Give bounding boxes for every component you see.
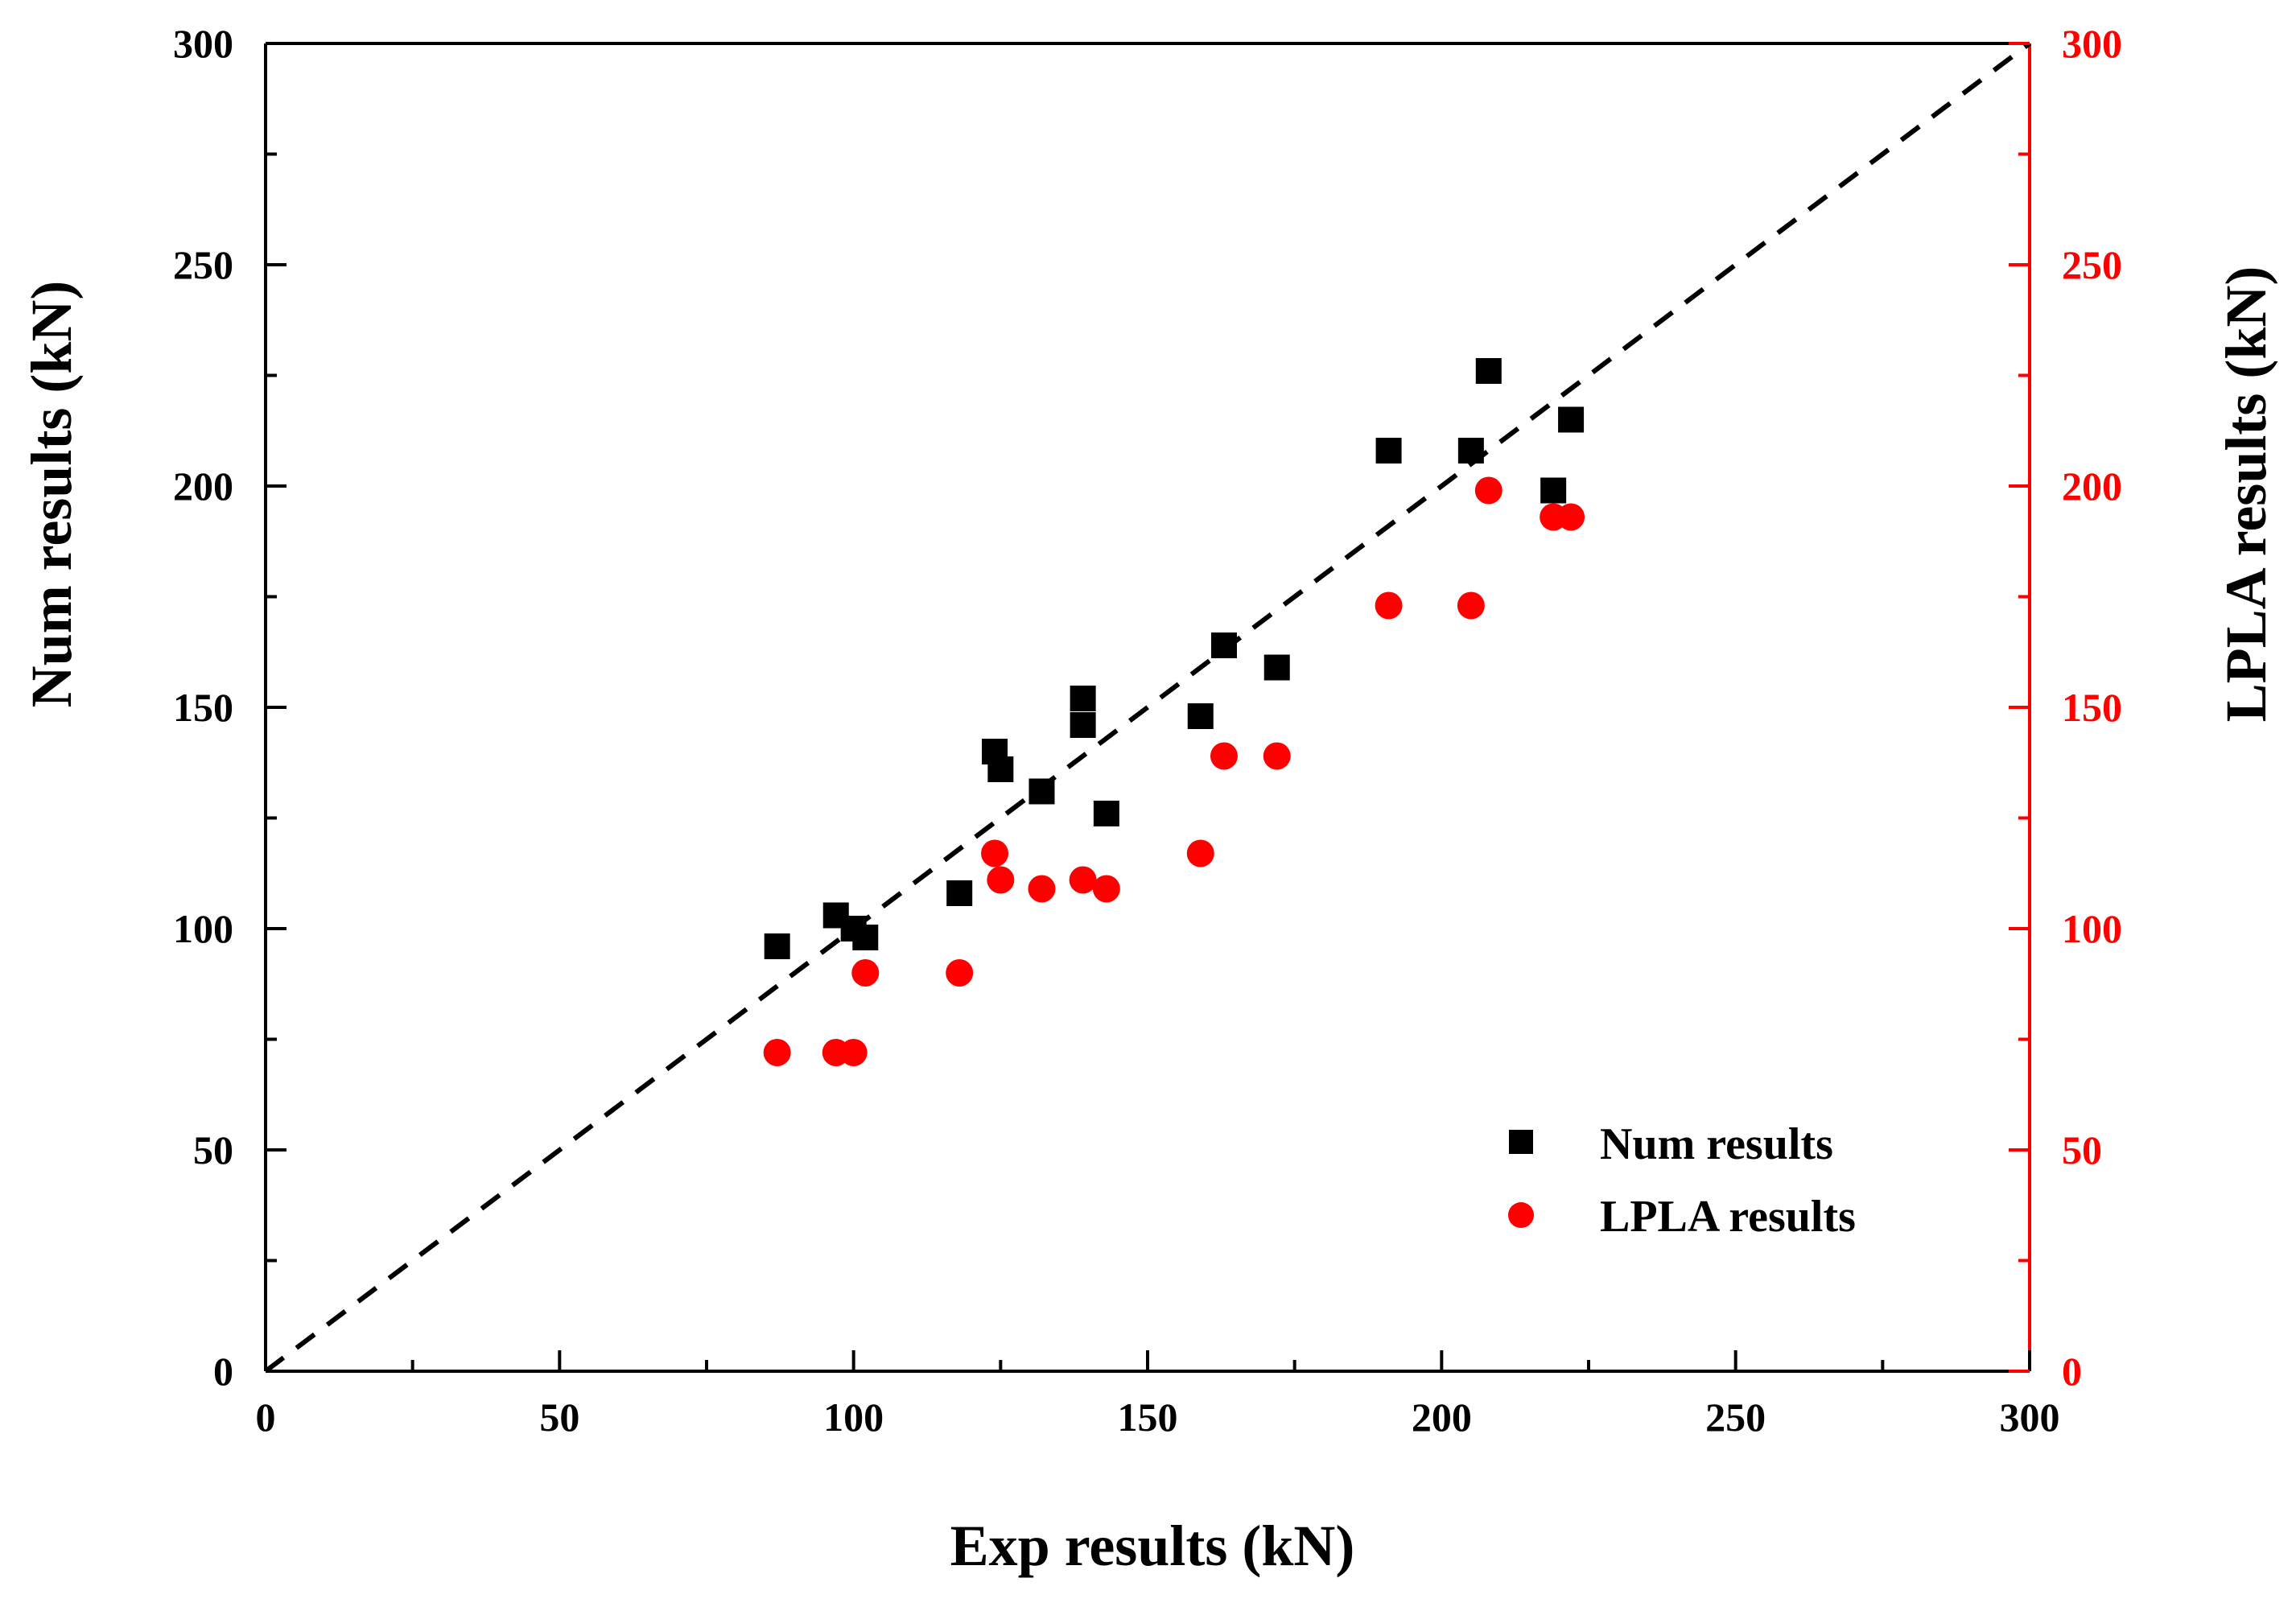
y2-tick-label: 100 (2062, 906, 2122, 951)
x-tick-label: 50 (539, 1395, 579, 1440)
y-tick-label: 250 (173, 242, 233, 287)
x-axis-title: Exp results (kN) (950, 1514, 1355, 1578)
x-tick-label: 300 (2000, 1395, 2060, 1440)
lpla-result-point (1028, 875, 1056, 903)
y-tick-label: 0 (213, 1349, 233, 1394)
y2-tick-label: 200 (2062, 464, 2122, 509)
y2-tick-label: 300 (2062, 21, 2122, 66)
y2-tick-label: 0 (2062, 1349, 2082, 1394)
lpla-result-point (981, 839, 1009, 867)
lpla-result-point (851, 959, 880, 987)
reference-line-y-equals-x (264, 41, 2031, 1374)
x-tick-label: 0 (256, 1395, 276, 1440)
lpla-result-point (839, 1039, 868, 1066)
num-result-point (1093, 801, 1119, 826)
num-result-point (987, 756, 1014, 782)
num-result-point (1187, 703, 1214, 729)
y2-tick-label: 150 (2062, 685, 2122, 730)
legend: Num results LPLA results (1508, 1119, 1856, 1242)
num-result-point (1375, 438, 1402, 464)
lpla-result-point (946, 959, 974, 987)
num-result-point (1475, 358, 1502, 384)
x-tick-label: 200 (1412, 1395, 1472, 1440)
num-result-point (946, 880, 973, 906)
lpla-result-point (1474, 476, 1502, 505)
y2-tick-label: 250 (2062, 242, 2122, 287)
lpla-result-point (1557, 503, 1585, 531)
x-tick-label: 150 (1118, 1395, 1178, 1440)
lpla-result-point (763, 1039, 791, 1066)
num-result-point (1558, 406, 1585, 433)
legend-label-lpla: LPLA results (1600, 1192, 1856, 1242)
lpla-result-point (1375, 591, 1403, 620)
reference-line-layer (264, 41, 2031, 1374)
y-tick-label: 100 (173, 906, 233, 951)
lpla-result-point (1210, 742, 1238, 770)
lpla-result-point (1186, 839, 1214, 867)
num-result-point (852, 925, 879, 950)
num-result-point (1070, 712, 1096, 738)
y-tick-label: 300 (173, 21, 233, 66)
x-tick-label: 250 (1705, 1395, 1766, 1440)
ticks-layer: 0 50 100 150 200 250 3000501001502002503000501… (173, 21, 2122, 1440)
y-axis-title: Num results (kN) (19, 281, 84, 708)
lpla-result-point (987, 866, 1015, 894)
y-tick-label: 150 (173, 685, 233, 730)
lpla-result-point (1092, 875, 1120, 903)
lpla-result-point (1069, 866, 1097, 894)
num-result-point (1070, 686, 1096, 711)
legend-label-num: Num results (1600, 1119, 1833, 1169)
num-result-point (1028, 778, 1055, 805)
num-result-point (1210, 632, 1237, 658)
y2-axis-title: LPLA results (kN) (2214, 266, 2278, 723)
num-result-point (764, 933, 790, 959)
num-result-point (1263, 654, 1290, 681)
legend-marker-lpla (1508, 1202, 1534, 1228)
x-tick-label: 100 (823, 1395, 884, 1440)
y-tick-label: 200 (173, 464, 233, 509)
num-result-point (1457, 438, 1484, 464)
y2-tick-label: 50 (2062, 1127, 2102, 1172)
y-tick-label: 50 (193, 1127, 233, 1172)
legend-marker-num (1509, 1130, 1533, 1154)
lpla-result-point (1457, 591, 1485, 620)
lpla-result-point (1263, 742, 1291, 770)
data-points-layer (763, 358, 1585, 1066)
num-result-point (1540, 477, 1567, 504)
